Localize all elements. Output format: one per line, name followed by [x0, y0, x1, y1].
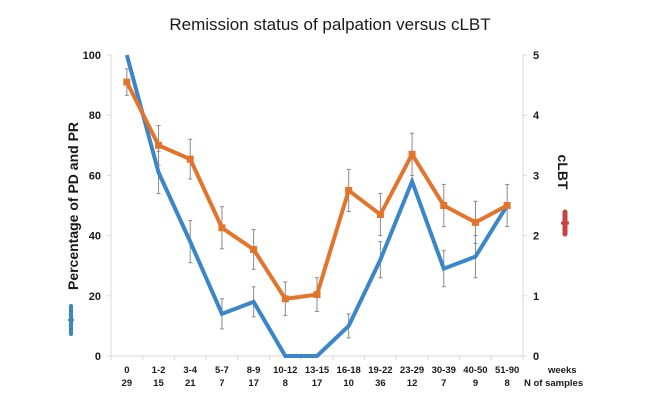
category-label: 10-12	[273, 365, 297, 376]
category-label: 19-22	[368, 365, 392, 376]
right-tick-label: 2	[533, 231, 539, 243]
category-label: 16-18	[337, 365, 361, 376]
left-tick-label: 0	[95, 351, 101, 363]
left-tick-label: 20	[89, 291, 101, 303]
data-point	[313, 291, 321, 299]
right-tick-label: 5	[533, 50, 539, 62]
left-tick-label: 40	[89, 231, 101, 243]
series-line	[124, 54, 509, 358]
x-axis-categories: 0 29 1-2 15 3-4 21 5-7 7 8-9 17 10-12 8 13-15 17 16-18…	[122, 365, 520, 389]
category-label: 23-29	[400, 365, 424, 376]
category-label: 3-4	[183, 365, 197, 376]
right-tick-label: 0	[533, 351, 539, 363]
sample-count-label: 10	[343, 378, 354, 389]
category-label: 0	[124, 365, 129, 376]
data-point	[250, 245, 258, 253]
chart-title: Remission status of palpation versus cLB…	[169, 15, 490, 34]
series	[123, 54, 511, 358]
sample-count-label: 15	[153, 378, 164, 389]
sample-count-label: 36	[375, 378, 386, 389]
category-label: 5-7	[215, 365, 229, 376]
sample-count-label: 7	[441, 378, 446, 389]
right-tick-label: 4	[533, 110, 540, 122]
data-point	[345, 186, 353, 194]
legend-right-marker	[561, 209, 569, 237]
x-axis-label: weeks	[547, 365, 577, 376]
data-point	[503, 202, 511, 209]
category-label: 8-9	[247, 365, 261, 376]
category-label: 51-90	[495, 365, 519, 376]
series-percentage	[124, 54, 509, 358]
data-point	[123, 78, 131, 86]
sample-count-label: 8	[283, 378, 288, 389]
series-clbt	[123, 68, 511, 317]
right-tick-label: 1	[533, 291, 539, 303]
sample-count-label: 8	[505, 378, 510, 389]
data-point	[440, 202, 448, 209]
sample-count-label: 7	[219, 378, 224, 389]
data-point	[408, 150, 416, 158]
data-point	[376, 211, 384, 219]
legend-left-marker	[68, 304, 74, 336]
sample-count-label: 9	[473, 378, 478, 389]
right-axis-label: cLBT	[555, 155, 571, 190]
left-tick-label: 60	[89, 170, 101, 182]
data-point	[155, 141, 163, 149]
sample-count-label: 29	[122, 378, 133, 389]
left-tick-label: 100	[83, 50, 101, 62]
data-point	[186, 155, 194, 163]
sample-count-label: 12	[407, 378, 418, 389]
category-label: 13-15	[305, 365, 330, 376]
x-axis-label-secondary: N of samples	[524, 378, 583, 389]
left-axis-label: Percentage of PD and PR	[65, 122, 81, 290]
right-axis-ticks: 0 1 2 3 4 5	[523, 50, 540, 363]
data-point	[281, 295, 289, 303]
data-point	[218, 224, 226, 232]
category-label: 30-39	[432, 365, 456, 376]
category-label: 40-50	[463, 365, 487, 376]
sample-count-label: 21	[185, 378, 196, 389]
sample-count-label: 17	[248, 378, 259, 389]
left-tick-label: 80	[89, 110, 101, 122]
data-point	[471, 218, 479, 226]
right-tick-label: 3	[533, 170, 539, 182]
left-axis-ticks: 0 20 40 60 80 100	[83, 50, 111, 363]
sample-count-label: 17	[312, 378, 323, 389]
category-label: 1-2	[152, 365, 166, 376]
